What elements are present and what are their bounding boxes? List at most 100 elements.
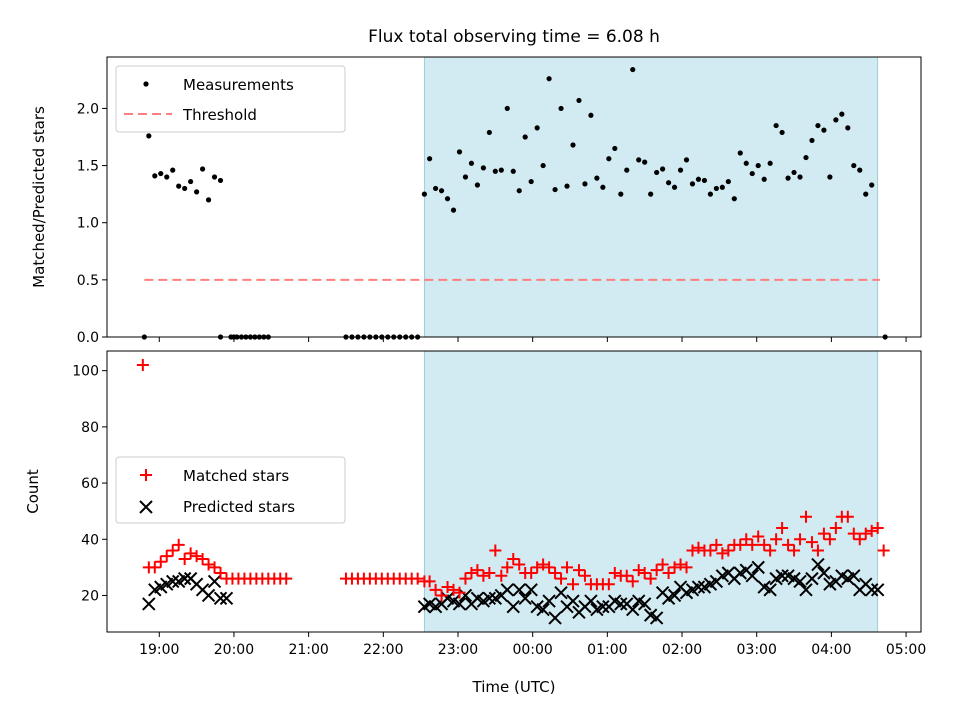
measurement-point <box>170 167 176 173</box>
predicted-stars-points <box>142 557 885 625</box>
measurement-point <box>576 97 582 104</box>
matched-star-point <box>429 583 442 596</box>
measurement-point <box>164 174 170 180</box>
measurement-point <box>791 169 797 176</box>
ratio-legend: Measurements Threshold <box>115 65 346 133</box>
measurement-point <box>737 150 743 156</box>
predicted-star-point <box>542 594 556 608</box>
measurement-point <box>779 129 785 136</box>
predicted-star-point <box>775 569 789 583</box>
measurement-point <box>636 157 642 163</box>
measurement-point <box>713 185 719 192</box>
matched-star-point <box>136 359 149 372</box>
predicted-star-point <box>817 566 831 580</box>
matched-star-point <box>692 541 705 554</box>
x-tick-label: 22:00 <box>363 642 403 658</box>
counts-panel: 20 40 60 80 100 19:00 20:00 21:00 22:00 23:00 00:… <box>24 350 926 696</box>
matched-star-point <box>794 533 807 546</box>
matched-star-point <box>178 552 191 565</box>
legend-marker-measurements <box>143 81 149 87</box>
measurement-point <box>564 183 570 189</box>
predicted-star-point <box>452 597 467 611</box>
measurement-point <box>851 162 857 169</box>
matched-star-point <box>190 550 203 563</box>
matched-star-point <box>202 558 215 571</box>
measurement-point <box>857 167 863 173</box>
x-tick-label: 21:00 <box>288 642 328 658</box>
measurement-point <box>743 160 749 166</box>
measurement-point <box>152 173 158 179</box>
matched-stars-points <box>136 359 890 602</box>
matched-star-point <box>656 558 669 571</box>
measurement-point <box>205 197 212 203</box>
matched-star-point <box>871 522 884 535</box>
matched-star-point <box>632 564 645 577</box>
matched-star-point <box>208 561 221 574</box>
measurement-point <box>630 66 636 73</box>
matched-star-point <box>459 572 472 585</box>
matched-star-point <box>638 566 651 579</box>
legend-label-matched: Matched stars <box>183 467 289 485</box>
measurement-point <box>498 167 504 173</box>
measurement-point <box>725 178 731 185</box>
legend-label-predicted: Predicted stars <box>183 498 295 516</box>
measurement-point <box>199 166 206 172</box>
predicted-star-point <box>667 588 682 603</box>
ratio-y-axis-label: Matched/Predicted stars <box>30 106 48 288</box>
matched-star-point <box>764 544 777 557</box>
measurement-point <box>755 162 761 169</box>
matched-star-point <box>280 572 293 585</box>
measurement-point <box>809 137 815 144</box>
predicted-star-point <box>518 591 532 605</box>
measurement-point <box>618 191 624 197</box>
measurement-point <box>217 177 224 184</box>
predicted-star-point <box>219 591 234 605</box>
matched-star-point <box>811 544 824 557</box>
predicted-star-point <box>637 597 652 611</box>
matched-star-point <box>184 547 197 560</box>
measurement-point <box>546 76 552 82</box>
predicted-star-point <box>614 597 628 611</box>
matched-star-point <box>549 566 562 579</box>
legend-marker-predicted <box>139 500 153 514</box>
measurement-point <box>438 188 445 194</box>
predicted-star-point <box>482 591 497 605</box>
matched-star-point <box>501 561 514 574</box>
predicted-star-point <box>500 583 514 597</box>
measurement-point <box>570 142 576 148</box>
measurement-point <box>869 182 875 188</box>
matched-star-point <box>555 572 568 585</box>
matched-star-point <box>859 527 872 540</box>
matched-star-point <box>513 558 526 571</box>
matched-star-point <box>489 544 502 557</box>
matched-star-point <box>799 510 812 523</box>
predicted-star-point <box>584 594 598 608</box>
predicted-star-point <box>870 583 885 597</box>
matched-star-point <box>776 522 789 535</box>
matched-star-point <box>471 564 484 577</box>
measurement-point <box>683 157 690 163</box>
measurement-point <box>863 191 869 197</box>
measurement-point <box>522 134 528 140</box>
legend-label-measurements: Measurements <box>183 76 294 94</box>
legend-label-threshold: Threshold <box>182 106 257 124</box>
matched-star-point <box>770 533 783 546</box>
matched-star-point <box>853 533 866 546</box>
measurement-point <box>731 196 737 202</box>
predicted-star-point <box>554 585 568 600</box>
matched-star-point <box>531 561 544 574</box>
matched-star-point <box>148 561 161 574</box>
measurement-point <box>510 168 516 174</box>
matched-star-point <box>160 550 173 563</box>
predicted-star-point <box>649 611 664 625</box>
ratio-y-tick-label: 0.0 <box>77 330 99 346</box>
matched-star-point <box>680 561 693 574</box>
matched-star-point <box>620 569 633 582</box>
measurement-point <box>648 191 654 197</box>
measurement-point <box>552 186 558 193</box>
predicted-star-point <box>177 571 192 586</box>
predicted-star-point <box>799 583 813 597</box>
matched-star-point <box>662 566 675 579</box>
measurement-point <box>480 165 486 171</box>
